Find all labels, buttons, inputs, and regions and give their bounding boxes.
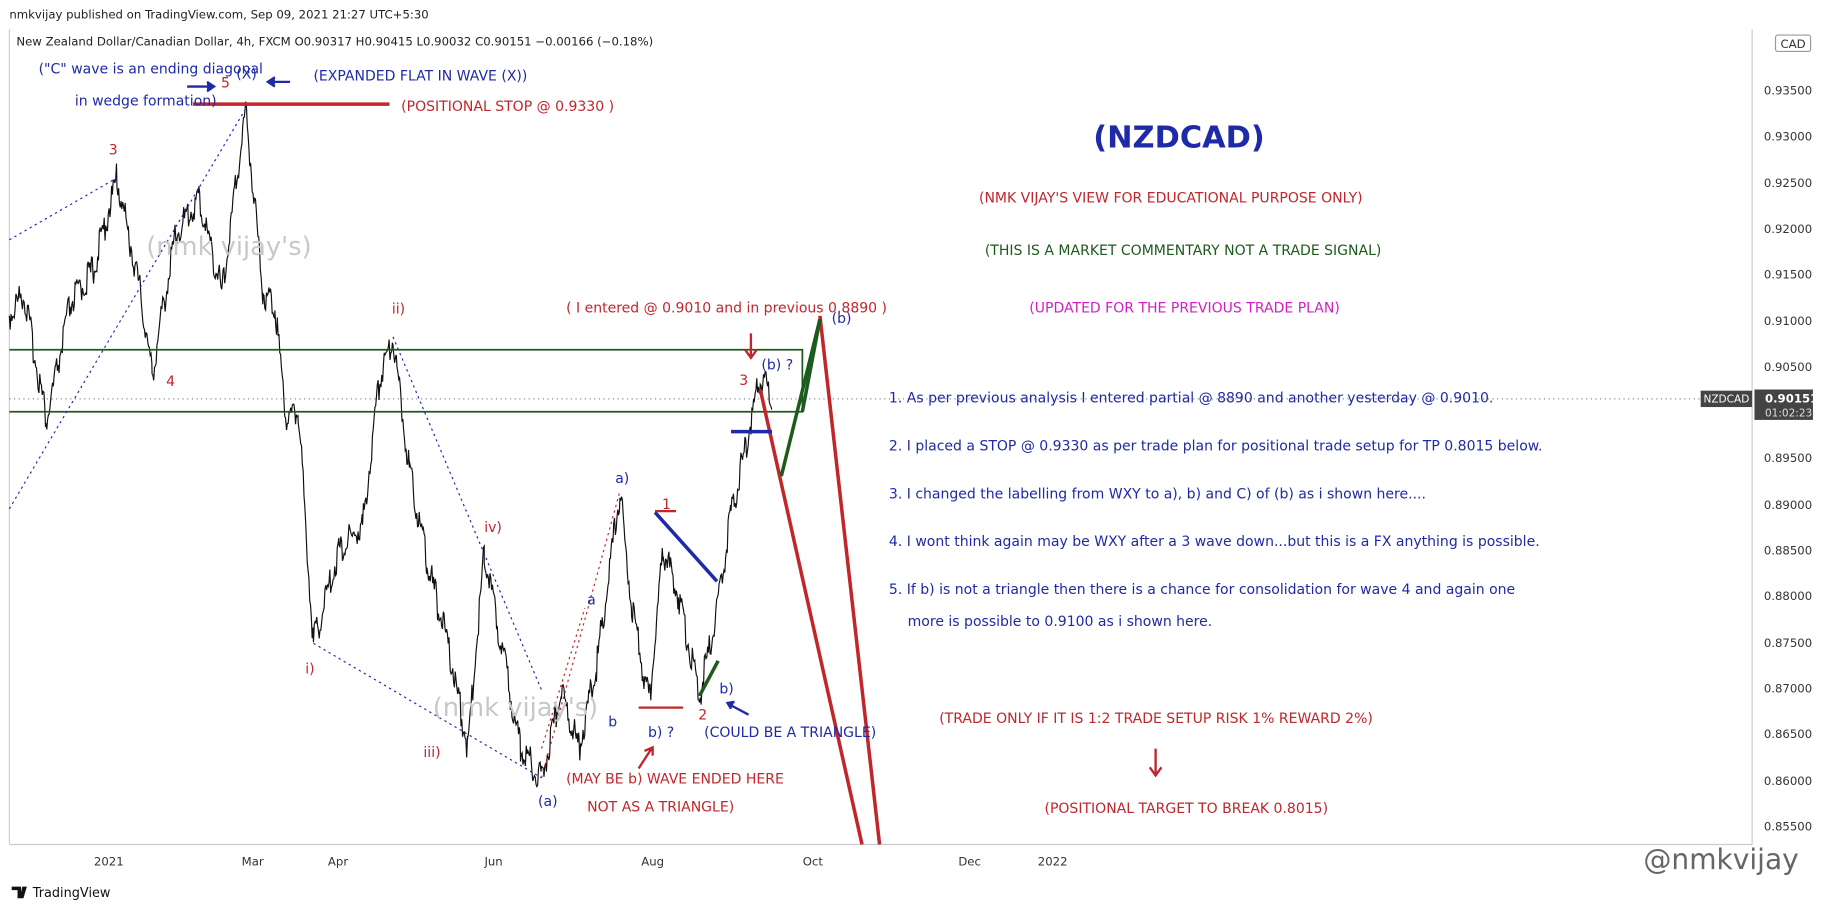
commentary-point: 4. I wont think again may be WXY after a…: [889, 534, 1540, 550]
price-tick-label: 0.87500: [1764, 636, 1812, 650]
watermark: (nmk vijay's): [146, 232, 311, 262]
countdown: 01:02:23: [1765, 407, 1812, 419]
wave-lines: [540, 491, 621, 778]
time-tick-label: Aug: [641, 855, 664, 869]
annotation: 3: [109, 142, 118, 158]
time-tick-label: Mar: [242, 855, 264, 869]
annotation: 3: [739, 373, 748, 389]
time-tick-label: Oct: [803, 855, 824, 869]
symbol-label-box: [1700, 390, 1753, 408]
commentary-point: more is possible to 0.9100 as i shown he…: [908, 614, 1213, 630]
annotation: ii): [392, 301, 405, 317]
price-series: [8, 101, 773, 789]
time-tick-label: 2022: [1038, 855, 1068, 869]
annotation: iii): [423, 745, 440, 761]
logo-icon: [11, 886, 27, 899]
annotation: ("C" wave is an ending diagonal: [39, 62, 263, 78]
commentary-line: (UPDATED FOR THE PREVIOUS TRADE PLAN): [1029, 300, 1340, 316]
annotation: 1: [662, 497, 671, 513]
price-tick-label: 0.86000: [1764, 774, 1812, 788]
price-tick-label: 0.85500: [1764, 819, 1812, 833]
annotation: 2: [698, 707, 707, 723]
arrows: [637, 333, 1163, 778]
price-tick-label: 0.89000: [1764, 498, 1812, 512]
symbol-label: NZDCAD: [1703, 393, 1749, 405]
commentary-risk: (TRADE ONLY IF IT IS 1:2 TRADE SETUP RIS…: [939, 711, 1373, 727]
price-tick-label: 0.93000: [1764, 129, 1812, 143]
annotation: b: [608, 714, 617, 730]
annotation: (MAY BE b) WAVE ENDED HERE: [566, 772, 784, 788]
annotation: ( I entered @ 0.9010 and in previous 0.8…: [566, 300, 887, 316]
price-tick-label: 0.90500: [1764, 360, 1812, 374]
annotation: (a): [538, 794, 558, 810]
price-tick-label: 0.88500: [1764, 543, 1812, 557]
currency[interactable]: CAD: [1780, 37, 1805, 51]
projection: [800, 318, 822, 413]
price-tick-label: 0.89500: [1764, 451, 1812, 465]
commentary-point: 1. As per previous analysis I entered pa…: [889, 390, 1493, 406]
symbol-line: New Zealand Dollar/Canadian Dollar, 4h, …: [16, 35, 653, 49]
price-tick-label: 0.93500: [1764, 84, 1812, 98]
zone-box: [9, 348, 804, 413]
commentary-point: 2. I placed a STOP @ 0.9330 as per trade…: [889, 438, 1542, 454]
time-tick-label: Apr: [328, 855, 348, 869]
annotation: a): [615, 471, 629, 487]
currency-badge: [1774, 34, 1812, 53]
time-tick-label: Dec: [958, 855, 981, 869]
annotation: (b) ?: [761, 358, 793, 374]
price-tick-label: 0.88000: [1764, 589, 1812, 603]
commentary-target: (POSITIONAL TARGET TO BREAK 0.8015): [1044, 801, 1328, 817]
price-tick-label: 0.91000: [1764, 314, 1812, 328]
annotation: (EXPANDED FLAT IN WAVE (X)): [313, 69, 527, 85]
annotation: iv): [484, 520, 502, 536]
annotation: (COULD BE A TRIANGLE): [704, 725, 876, 741]
annotation: (b): [832, 311, 852, 327]
annotation: b): [719, 682, 733, 698]
annotation: (X): [236, 66, 257, 82]
commentary-point: 5. If b) is not a triangle then there is…: [889, 582, 1515, 598]
annotation: NOT AS A TRIANGLE): [587, 800, 734, 816]
commentary-line: (THIS IS A MARKET COMMENTARY NOT A TRADE…: [985, 243, 1382, 259]
watermark: @nmkvijay: [1643, 843, 1798, 876]
price-label-box: [1754, 389, 1813, 420]
commentary-line: (NMK VIJAY'S VIEW FOR EDUCATIONAL PURPOS…: [979, 190, 1363, 206]
price-tick-label: 0.92000: [1764, 222, 1812, 236]
commentary-title: (NZDCAD): [1093, 120, 1265, 155]
annotation: in wedge formation): [75, 93, 217, 109]
time-tick-label: 2021: [94, 855, 124, 869]
price-tick-label: 0.92500: [1764, 176, 1812, 190]
watermark: (nmk vijay's): [433, 693, 598, 723]
annotation: b) ?: [648, 725, 674, 741]
annotation: 5: [221, 76, 230, 92]
wedge-lines: [8, 108, 543, 779]
annotation: 4: [166, 374, 175, 390]
commentary-point: 3. I changed the labelling from WXY to a…: [889, 486, 1426, 502]
logo[interactable]: TradingView: [32, 886, 111, 901]
trend-line: [697, 660, 720, 697]
arrows: [187, 76, 750, 716]
price-label: 0.90151: [1765, 391, 1818, 405]
published: nmkvijay published on TradingView.com, S…: [9, 8, 428, 22]
price-tick-label: 0.87000: [1764, 681, 1812, 695]
price-tick-label: 0.86500: [1764, 727, 1812, 741]
projection: [758, 389, 864, 845]
annotation: (POSITIONAL STOP @ 0.9330 ): [401, 99, 614, 115]
trend-line: [653, 511, 719, 583]
price-tick-label: 0.91500: [1764, 267, 1812, 281]
annotation: a: [587, 593, 596, 609]
time-tick-label: Jun: [483, 855, 502, 869]
annotation: i): [305, 662, 314, 678]
projection: [818, 315, 882, 845]
